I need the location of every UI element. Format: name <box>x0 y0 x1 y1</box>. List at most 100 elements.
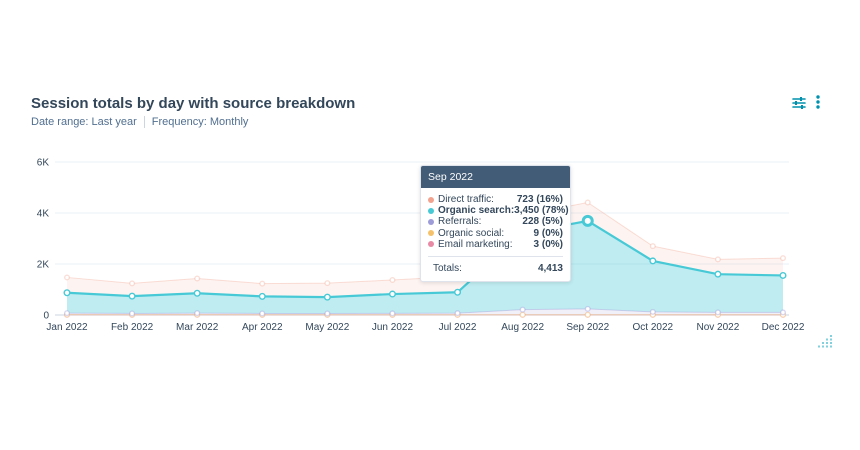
tooltip-row-label: Organic search: <box>438 205 515 217</box>
legend-dot-icon <box>428 207 434 214</box>
x-tick-label: Aug 2022 <box>501 322 544 333</box>
line-referrals <box>66 308 783 314</box>
tooltip-row: Organic search: 3,450 (78%) <box>428 205 569 217</box>
data-point <box>454 310 461 317</box>
series-lines <box>66 201 784 316</box>
tooltip-row-value: 9 (0%) <box>533 227 563 239</box>
data-point <box>581 214 594 227</box>
data-point <box>323 293 331 301</box>
legend-dot-icon <box>428 196 434 203</box>
more-vertical-icon[interactable] <box>816 95 820 114</box>
sliders-icon[interactable] <box>792 96 806 114</box>
data-point <box>388 290 396 298</box>
data-point <box>714 270 722 278</box>
hover-tooltip: Sep 2022 Direct traffic: 723 (16%) Organic… <box>420 165 571 282</box>
resize-handle-icon[interactable] <box>816 334 834 348</box>
area-direct-traffic <box>67 202 783 298</box>
handle-dot <box>830 342 832 344</box>
data-point <box>324 310 331 317</box>
y-tick-label: 4K <box>37 209 50 220</box>
tooltip-row: Direct traffic: 723 (16%) <box>428 194 563 205</box>
x-tick-label: Dec 2022 <box>762 322 805 333</box>
data-point <box>389 310 396 317</box>
data-point <box>128 292 136 300</box>
tooltip-total: Totals: 4,413 <box>421 257 570 274</box>
x-tick-label: Jan 2022 <box>46 322 88 333</box>
tooltip-row-label: Direct traffic: <box>438 194 494 206</box>
data-point <box>194 310 201 317</box>
data-point <box>779 271 787 279</box>
handle-dot <box>822 342 824 344</box>
tooltip-row: Organic social: 9 (0%) <box>428 228 563 239</box>
frequency-label[interactable]: Frequency: Monthly <box>151 116 249 128</box>
x-tick-label: Apr 2022 <box>242 322 283 333</box>
y-axis: 0 2K 4K 6K <box>37 158 50 322</box>
tooltip-row: Email marketing: 3 (0%) <box>428 239 563 250</box>
data-point <box>519 311 526 318</box>
data-point <box>584 199 591 206</box>
x-tick-label: Sep 2022 <box>566 322 609 333</box>
x-tick-label: Feb 2022 <box>111 322 154 333</box>
data-point <box>519 306 526 313</box>
handle-dot <box>826 342 828 344</box>
legend-dot-icon <box>428 230 434 237</box>
x-tick-label: Mar 2022 <box>176 322 219 333</box>
meta-divider <box>143 116 145 128</box>
legend-dot-icon <box>428 241 434 248</box>
data-point <box>714 309 721 316</box>
handle-dot <box>830 335 832 337</box>
data-point <box>324 280 331 287</box>
data-point <box>259 310 266 317</box>
tooltip-rows: Direct traffic: 723 (16%) Organic search: 3… <box>421 188 570 250</box>
data-point <box>63 289 71 297</box>
data-point <box>584 305 591 312</box>
y-tick-label: 0 <box>43 311 49 322</box>
tooltip-row: Referrals: 228 (5%) <box>428 216 563 227</box>
tooltip-row-label: Email marketing: <box>438 238 513 250</box>
line-organic-search <box>66 219 784 299</box>
data-point <box>129 280 136 287</box>
series-points[interactable] <box>63 199 787 318</box>
tooltip-total-value: 4,413 <box>537 262 563 274</box>
x-tick-label: Nov 2022 <box>697 322 740 333</box>
series-areas <box>67 202 783 315</box>
handle-dot <box>822 345 824 348</box>
x-tick-label: Jun 2022 <box>372 322 414 333</box>
legend-dot-icon <box>428 218 434 225</box>
data-point <box>193 289 201 297</box>
y-tick-label: 6K <box>37 158 50 169</box>
handle-dot <box>830 338 832 341</box>
data-point <box>649 243 656 250</box>
data-point <box>129 310 136 317</box>
chart-meta: Date range: Last year Frequency: Monthly <box>31 116 248 128</box>
data-point <box>63 310 70 317</box>
chart-toolbar <box>792 95 820 114</box>
tooltip-title: Sep 2022 <box>421 166 570 188</box>
handle-dot <box>826 338 828 341</box>
data-point <box>258 292 266 300</box>
data-point <box>63 274 70 281</box>
x-tick-label: Jul 2022 <box>439 322 477 333</box>
data-point <box>649 308 656 315</box>
handle-dot <box>826 345 828 348</box>
tooltip-row-label: Organic social: <box>438 227 505 239</box>
chart-title: Session totals by day with source breakd… <box>31 95 356 112</box>
x-axis: Jan 2022 Feb 2022 Mar 2022 Apr 2022 May 2022… <box>46 322 804 333</box>
data-point <box>780 255 787 262</box>
y-tick-label: 2K <box>37 260 50 271</box>
handle-dot <box>830 345 832 348</box>
data-point <box>194 275 201 282</box>
area-organic-search <box>67 220 783 314</box>
tooltip-row-value: 723 (16%) <box>516 194 563 206</box>
x-tick-label: Oct 2022 <box>633 322 674 333</box>
data-point <box>259 280 266 287</box>
tooltip-row-value: 3 (0%) <box>533 238 563 250</box>
data-point <box>454 288 462 296</box>
area-referrals <box>67 308 783 315</box>
tooltip-row-value: 3,450 (78%) <box>514 205 569 217</box>
tooltip-divider <box>428 255 563 257</box>
data-point <box>780 309 787 316</box>
date-range-label[interactable]: Date range: Last year <box>31 116 137 128</box>
x-tick-label: May 2022 <box>305 322 349 333</box>
